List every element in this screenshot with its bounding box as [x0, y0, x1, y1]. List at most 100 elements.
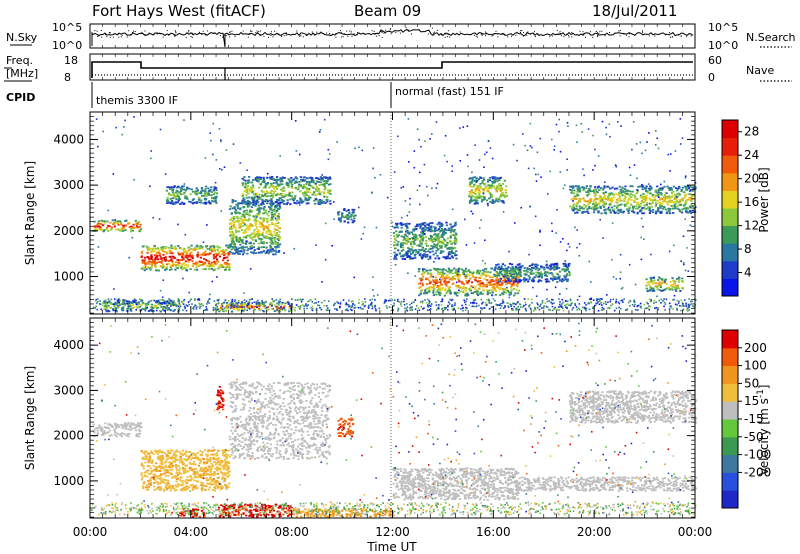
range-gate-cell	[470, 189, 474, 191]
range-gate-cell	[135, 302, 138, 305]
range-gate-cell	[516, 263, 519, 266]
range-gate-cell	[515, 267, 518, 270]
range-gate-cell	[553, 268, 556, 271]
range-gate-cell	[211, 265, 215, 268]
range-gate-cell	[429, 255, 432, 258]
range-gate-cell	[486, 270, 489, 273]
range-gate-cell	[138, 226, 141, 228]
range-gate-cell	[231, 230, 234, 233]
range-gate-cell	[248, 242, 251, 245]
range-gate-cell	[478, 287, 481, 290]
range-gate-cell	[230, 245, 233, 248]
range-gate-cell	[423, 253, 426, 256]
scatter-noise-cell	[683, 263, 685, 266]
range-gate-cell	[153, 245, 156, 248]
range-gate-cell	[161, 259, 164, 262]
range-gate-cell	[271, 196, 274, 199]
range-gate-cell	[423, 230, 426, 232]
nsky-noise-point	[222, 36, 224, 38]
range-gate-cell	[512, 287, 515, 290]
range-gate-cell	[188, 255, 191, 258]
range-gate-cell	[141, 262, 144, 265]
range-gate-cell	[446, 289, 450, 292]
range-gate-cell	[617, 197, 620, 200]
range-gate-cell	[192, 248, 195, 251]
nsky-noise-point	[130, 34, 131, 36]
range-gate-cell	[279, 183, 282, 186]
range-gate-cell	[424, 248, 427, 250]
nsky-noise-point	[247, 36, 249, 38]
nsky-noise-point	[374, 34, 376, 35]
range-gate-cell	[134, 299, 137, 302]
range-gate-cell	[485, 285, 488, 288]
range-gate-cell	[233, 207, 236, 210]
range-gate-cell	[233, 216, 236, 218]
nsky-noise-point	[520, 30, 522, 32]
range-gate-cell	[259, 226, 262, 228]
range-gate-cell	[452, 277, 455, 280]
range-gate-cell	[439, 273, 442, 275]
range-gate-cell	[236, 251, 239, 254]
nsky-noise-point	[202, 30, 204, 32]
range-gate-cell	[455, 272, 458, 275]
range-gate-cell	[205, 245, 208, 247]
range-gate-cell	[478, 282, 481, 284]
range-gate-cell	[240, 308, 243, 310]
range-gate-cell	[438, 223, 441, 225]
range-gate-cell	[265, 237, 268, 239]
range-gate-cell	[577, 194, 580, 197]
range-gate-cell	[114, 220, 117, 223]
range-gate-cell	[212, 253, 215, 256]
range-gate-cell	[408, 238, 411, 240]
range-gate-cell	[519, 271, 522, 274]
range-gate-cell	[152, 310, 155, 312]
range-gate-cell	[310, 179, 314, 181]
range-gate-cell	[183, 267, 186, 269]
range-gate-cell	[245, 194, 248, 197]
range-gate-cell	[639, 208, 642, 211]
nsky-noise-point	[274, 30, 276, 32]
range-gate-cell	[414, 225, 417, 228]
nsky-noise-point	[340, 36, 342, 38]
range-gate-cell	[182, 252, 185, 254]
scatter-noise-cell	[298, 204, 301, 206]
range-gate-cell	[266, 192, 269, 195]
range-gate-cell	[326, 200, 329, 203]
range-gate-cell	[191, 199, 194, 202]
range-gate-cell	[650, 186, 653, 189]
range-gate-cell	[477, 178, 480, 180]
range-gate-cell	[102, 230, 105, 233]
range-gate-cell	[601, 201, 604, 204]
range-gate-cell	[246, 234, 250, 237]
range-gate-cell	[270, 176, 273, 179]
range-gate-cell	[253, 200, 257, 203]
range-gate-cell	[266, 249, 269, 252]
range-gate-cell	[399, 253, 402, 255]
range-gate-cell	[491, 201, 494, 204]
range-gate-cell	[409, 255, 412, 258]
range-gate-cell	[231, 302, 235, 305]
range-gate-cell	[294, 186, 297, 189]
range-gate-cell	[270, 239, 273, 242]
range-gate-cell	[274, 237, 277, 240]
range-gate-cell	[246, 205, 249, 208]
range-gate-cell	[439, 292, 442, 295]
range-gate-cell	[325, 180, 328, 183]
range-gate-cell	[670, 201, 673, 204]
range-gate-cell	[407, 240, 410, 243]
nave-tick-bottom: 0	[708, 71, 715, 84]
nsky-noise-point	[223, 34, 225, 36]
range-gate-cell	[185, 253, 188, 255]
range-gate-cell	[577, 185, 580, 187]
nsky-noise-point	[175, 32, 177, 34]
range-gate-cell	[105, 310, 108, 313]
range-gate-cell	[276, 302, 279, 305]
nsky-noise-point	[313, 34, 315, 36]
range-gate-cell	[162, 265, 165, 268]
range-gate-cell	[259, 196, 262, 198]
range-gate-cell	[186, 264, 189, 267]
range-gate-cell	[576, 195, 579, 198]
range-gate-cell	[276, 209, 279, 212]
range-gate-cell	[680, 211, 684, 214]
range-gate-cell	[150, 258, 154, 260]
